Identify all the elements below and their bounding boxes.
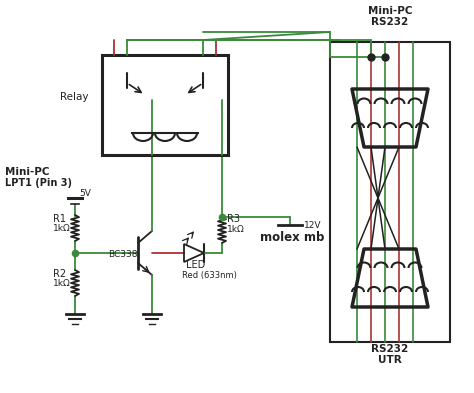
Text: LPT1 (Pin 3): LPT1 (Pin 3): [5, 178, 72, 188]
Text: Mini-PC: Mini-PC: [368, 6, 412, 16]
Text: R1: R1: [53, 214, 66, 224]
Text: Red (633nm): Red (633nm): [182, 271, 237, 280]
Text: RS232: RS232: [371, 17, 409, 27]
Text: BC338: BC338: [108, 250, 137, 259]
Text: Mini-PC: Mini-PC: [5, 167, 49, 177]
Bar: [102, 55, 228, 155]
Text: LED: LED: [186, 260, 205, 270]
Text: R3: R3: [227, 214, 240, 224]
Text: 1kΩ: 1kΩ: [53, 279, 71, 288]
Text: 12V: 12V: [304, 221, 321, 230]
Text: 1kΩ: 1kΩ: [53, 224, 71, 233]
Text: 5V: 5V: [79, 189, 91, 198]
Text: 1kΩ: 1kΩ: [227, 225, 245, 234]
Text: UTR: UTR: [378, 355, 402, 365]
Text: RS232: RS232: [371, 344, 409, 354]
Text: Relay: Relay: [60, 92, 89, 102]
Text: molex mb: molex mb: [260, 231, 324, 244]
Text: R2: R2: [53, 269, 66, 279]
Bar: [330, 42, 450, 342]
